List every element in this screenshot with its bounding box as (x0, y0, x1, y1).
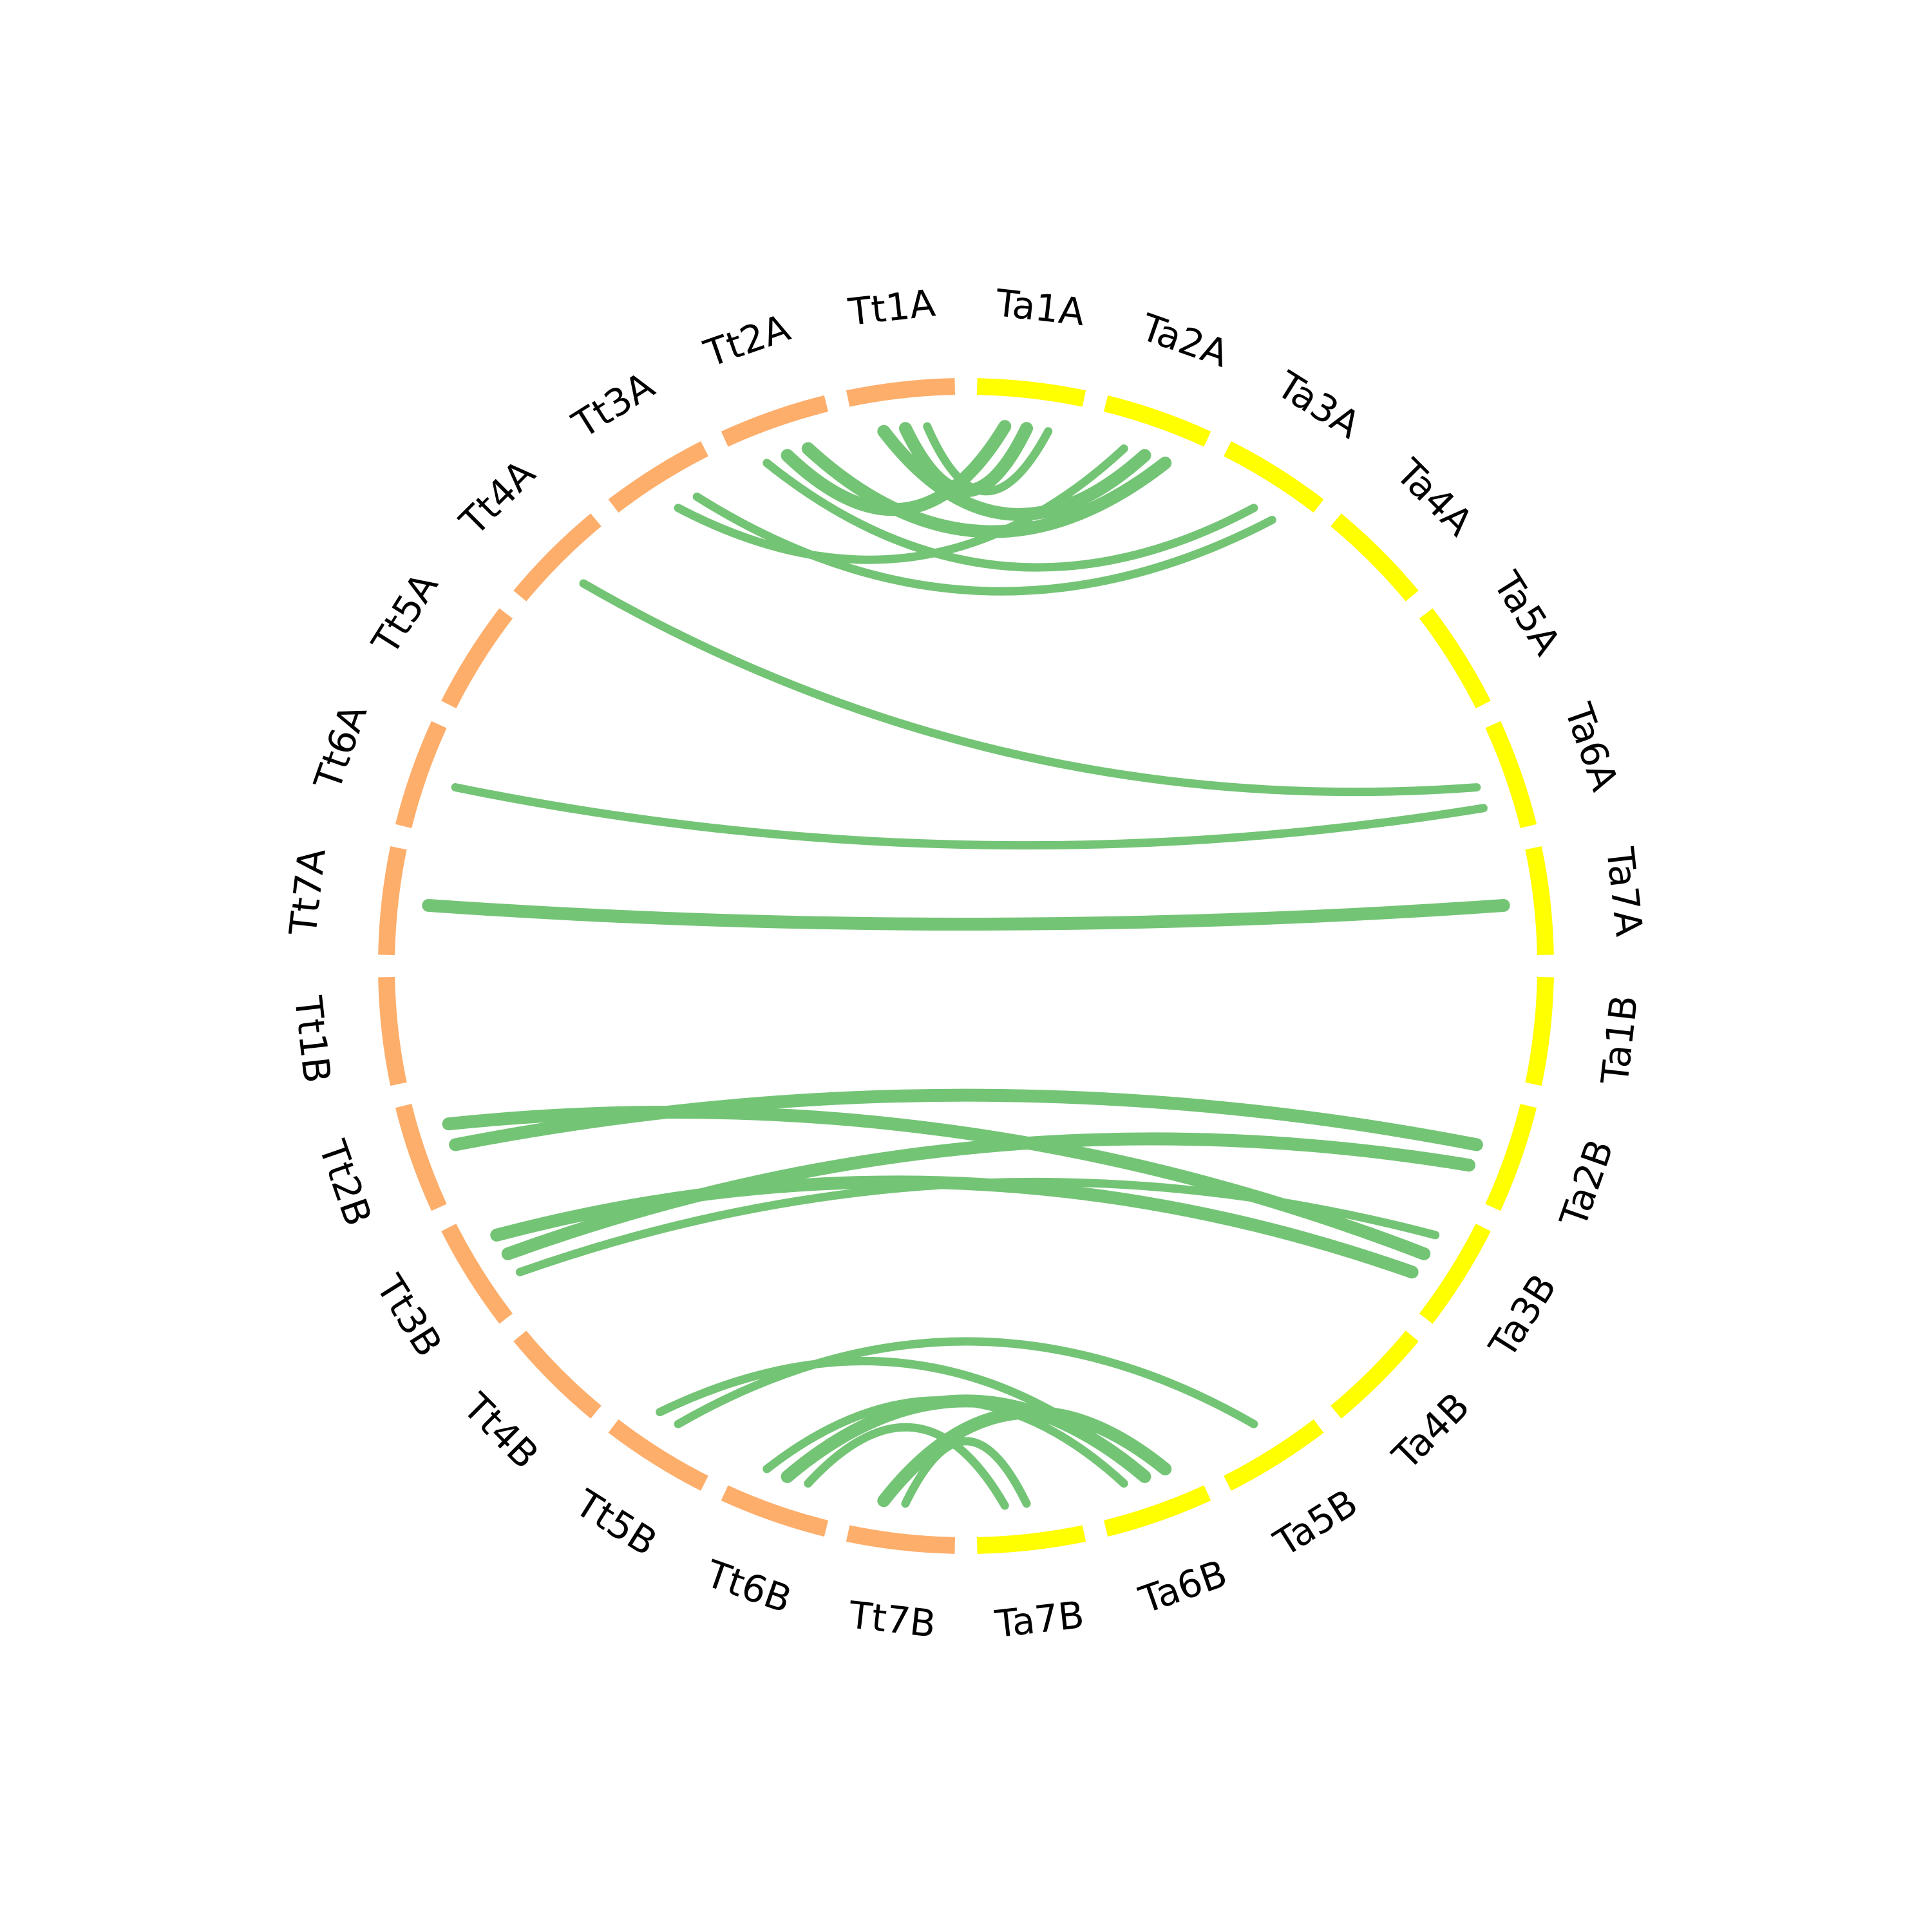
label-tt6a: Tt6A (305, 699, 375, 796)
link-tt3a-ta3a (692, 492, 1276, 596)
segment-tt1a (846, 378, 955, 407)
label-ta6a: Ta6A (1556, 697, 1627, 797)
label-tt1b: Tt1B (286, 994, 339, 1086)
segment-tt3b (441, 1224, 513, 1324)
label-ta4a: Ta4A (1387, 450, 1482, 545)
link-tt6a-ta6a (451, 783, 1488, 850)
segment-ta1b (1525, 977, 1554, 1086)
segment-tt2b (395, 1103, 447, 1211)
segment-tt3a (608, 441, 708, 513)
label-tt7a: Tt7A (281, 846, 334, 938)
label-ta5a: Ta5A (1484, 564, 1569, 663)
label-ta1b: Ta1B (1593, 993, 1646, 1087)
label-ta7b: Ta7B (992, 1593, 1086, 1646)
label-ta4b: Ta4B (1383, 1384, 1477, 1478)
link-tt7b-ta6b (877, 1406, 1172, 1508)
segment-tt7b (846, 1525, 955, 1554)
label-ta5b: Ta5B (1266, 1481, 1365, 1566)
label-tt4a: Tt4A (451, 451, 544, 544)
segment-ta4b (1331, 1331, 1419, 1419)
link-tt7b-ta7b (901, 1437, 1031, 1508)
label-ta2b: Ta2B (1551, 1134, 1622, 1233)
label-ta3a: Ta3A (1269, 363, 1368, 448)
label-ta1a: Ta1A (993, 281, 1087, 334)
segment-ta5a (1419, 608, 1491, 708)
link-tt7a-ta7a (422, 898, 1510, 931)
label-ta3b: Ta3B (1481, 1267, 1566, 1366)
segments-layer (378, 378, 1554, 1554)
label-tt2b: Tt2B (310, 1134, 380, 1231)
link-tt2a-ta3a (762, 459, 1258, 572)
segment-ta5b (1224, 1419, 1324, 1491)
segment-ta6b (1103, 1485, 1211, 1537)
label-tt5a: Tt5A (363, 565, 447, 662)
segment-ta1a (977, 378, 1086, 407)
segment-ta7b (977, 1525, 1086, 1554)
segment-tt6a (395, 721, 447, 829)
label-ta2a: Ta2A (1135, 305, 1235, 376)
segment-ta2b (1485, 1103, 1537, 1211)
segment-ta2a (1103, 395, 1211, 447)
segment-tt2a (721, 395, 829, 447)
link-tt6b-ta6b (762, 1396, 1128, 1488)
label-tt6b: Tt6B (700, 1551, 797, 1622)
link-tt1a-ta1a (923, 422, 1053, 496)
links-layer (422, 420, 1510, 1510)
segment-ta6a (1485, 721, 1537, 829)
link-tt5b-ta6b (656, 1357, 1149, 1481)
segment-ta3b (1419, 1224, 1491, 1324)
label-tt2a: Tt2A (698, 305, 795, 375)
label-tt5b: Tt5B (567, 1481, 665, 1564)
link-tt4a-ta6a (579, 579, 1481, 797)
label-ta6b: Ta6B (1133, 1551, 1233, 1622)
segment-tt1b (378, 977, 407, 1086)
label-ta7a: Ta7A (1598, 844, 1651, 938)
segment-ta7a (1525, 846, 1554, 955)
label-tt1a: Tt1A (846, 281, 938, 334)
label-tt7b: Tt7B (846, 1593, 938, 1646)
link-tt1a-ta2a (877, 424, 1151, 521)
link-tt5b-ta5b (674, 1337, 1258, 1428)
segment-tt5a (441, 608, 513, 708)
segment-ta4a (1331, 513, 1419, 601)
segment-tt5b (608, 1419, 708, 1491)
segment-tt6b (721, 1485, 829, 1537)
segment-tt4a (513, 513, 601, 601)
link-tt3b-ta3b (515, 1177, 1440, 1276)
link-tt6b-ta7b (804, 1423, 1009, 1510)
label-tt4b: Tt4B (455, 1385, 547, 1477)
link-tt1a-ta1a (898, 422, 1034, 497)
label-tt3b: Tt3B (367, 1267, 451, 1364)
segment-tt4b (513, 1331, 601, 1419)
link-tt3a-ta2a (674, 444, 1128, 564)
segment-tt7a (378, 846, 407, 955)
link-tt2a-ta2a (801, 442, 1172, 538)
segment-ta3a (1224, 441, 1324, 513)
label-tt3a: Tt3A (565, 363, 662, 447)
